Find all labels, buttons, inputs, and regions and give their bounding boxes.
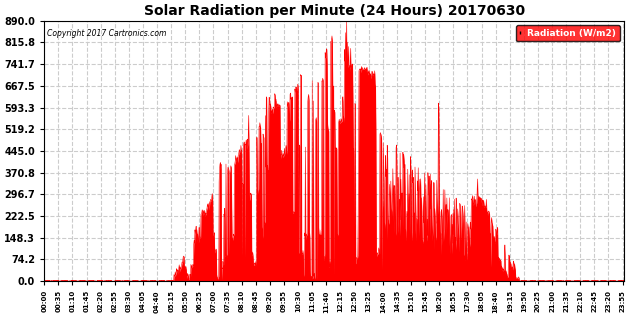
Text: Copyright 2017 Cartronics.com: Copyright 2017 Cartronics.com — [47, 28, 166, 37]
Title: Solar Radiation per Minute (24 Hours) 20170630: Solar Radiation per Minute (24 Hours) 20… — [144, 4, 525, 18]
Legend: Radiation (W/m2): Radiation (W/m2) — [517, 25, 620, 42]
